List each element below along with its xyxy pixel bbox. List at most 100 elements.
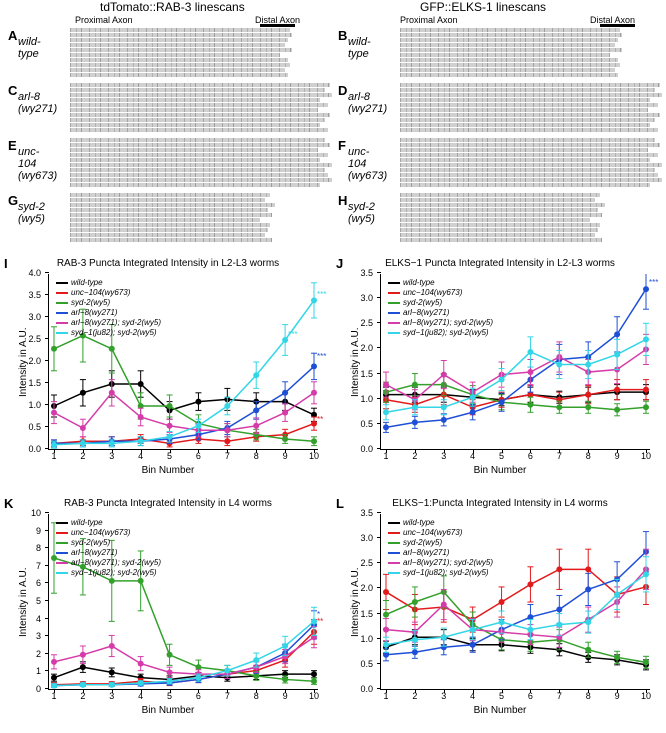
legend-item: wild-type <box>56 518 161 528</box>
linescan-bar <box>400 98 650 102</box>
linescan-bar <box>70 93 332 97</box>
linescan-bar <box>400 183 650 187</box>
linescan-bar <box>70 193 270 197</box>
ytick-label: 5 <box>36 596 41 606</box>
ylabel: Intensity in A.U. <box>18 328 29 397</box>
legend-swatch <box>388 552 400 554</box>
legend-item: syd−1(ju82); syd-2(wy5) <box>56 568 161 578</box>
linescan-bar <box>400 208 598 212</box>
ytick-label: 1.5 <box>28 378 41 388</box>
ytick-label: 2.0 <box>360 583 373 593</box>
legend-swatch <box>56 562 68 564</box>
legend: wild-typeunc−104(wy673)syd-2(wy5)arl−8(w… <box>388 278 493 338</box>
panel-letter: F <box>338 138 346 153</box>
xtick-label: 8 <box>254 691 259 701</box>
xtick-label: 10 <box>309 451 319 461</box>
legend-item: arl−8(wy271); syd-2(wy5) <box>56 558 161 568</box>
linescan-bar <box>400 213 602 217</box>
linescan-header-left: tdTomato::RAB-3 linescans <box>100 0 245 14</box>
scale-bar-left <box>260 24 295 27</box>
xtick-label: 5 <box>167 451 172 461</box>
ytick-label: 1.5 <box>360 609 373 619</box>
xtick-label: 9 <box>615 451 620 461</box>
xtick-label: 2 <box>412 691 417 701</box>
linescan-bar <box>400 128 658 132</box>
ytick-mark <box>45 512 49 513</box>
linescan-bar <box>70 108 318 112</box>
legend-item: unc−104(wy673) <box>388 528 493 538</box>
linescan-bar <box>70 148 318 152</box>
linescan-bar <box>400 173 658 177</box>
linescan-bar <box>70 118 325 122</box>
legend-item: wild-type <box>388 278 493 288</box>
legend-item: syd-2(wy5) <box>56 538 161 548</box>
xtick-label: 4 <box>470 451 475 461</box>
genotype-label: wild-type <box>18 36 41 60</box>
xtick-label: 1 <box>51 691 56 701</box>
linescan-bar <box>400 168 655 172</box>
linescan-bar <box>70 138 325 142</box>
linescan-bar <box>400 68 615 72</box>
legend-swatch <box>56 522 68 524</box>
ytick-label: 0.0 <box>360 444 373 454</box>
xtick-label: 7 <box>557 691 562 701</box>
linescan-bar <box>400 58 618 62</box>
ytick-label: 4.0 <box>28 268 41 278</box>
legend-swatch <box>388 322 400 324</box>
chart-panel-K: KRAB-3 Puncta Integrated Intensity in L4… <box>8 500 328 720</box>
linescan-bar <box>400 218 590 222</box>
linescan-bar <box>70 228 268 232</box>
linescan-bar <box>400 118 655 122</box>
legend-label: syd-2(wy5) <box>403 538 442 548</box>
legend-item: syd−1(ju82); syd-2(wy5) <box>56 328 161 338</box>
ytick-label: 1.0 <box>360 634 373 644</box>
ytick-label: 1.5 <box>360 369 373 379</box>
ytick-label: 0.5 <box>360 419 373 429</box>
linescan-bar <box>70 233 265 237</box>
linescan-bar <box>400 103 658 107</box>
xtick-label: 1 <box>51 451 56 461</box>
ytick-label: 3 <box>36 631 41 641</box>
xtick-label: 5 <box>499 451 504 461</box>
linescan-bar <box>400 203 605 207</box>
linescan-bar <box>400 238 602 242</box>
legend-item: arl−8(wy271); syd-2(wy5) <box>56 318 161 328</box>
linescan-bar <box>400 158 650 162</box>
linescan-bar <box>70 83 330 87</box>
ytick-label: 3.5 <box>360 268 373 278</box>
genotype-label: unc-104(wy673) <box>18 146 57 182</box>
legend-label: unc−104(wy673) <box>403 528 462 538</box>
genotype-label: unc-104(wy673) <box>348 146 387 182</box>
legend-swatch <box>56 572 68 574</box>
legend-swatch <box>388 542 400 544</box>
legend-swatch <box>56 532 68 534</box>
linescan-bar <box>70 198 265 202</box>
legend-item: arl−8(wy271); syd-2(wy5) <box>388 558 493 568</box>
linescan-bar <box>70 173 328 177</box>
legend-item: unc−104(wy673) <box>56 528 161 538</box>
legend-swatch <box>56 292 68 294</box>
legend-swatch <box>388 532 400 534</box>
genotype-label: arl-8(wy271) <box>18 91 57 115</box>
xlabel: Bin Number <box>8 465 328 476</box>
legend-label: arl−8(wy271) <box>403 548 449 558</box>
legend-label: wild-type <box>403 518 435 528</box>
legend-swatch <box>388 522 400 524</box>
xtick-label: 4 <box>138 451 143 461</box>
linescan-bar <box>400 228 598 232</box>
significance-marker: * <box>317 610 320 619</box>
significance-marker: *** <box>317 352 326 361</box>
legend-item: arl−8(wy271) <box>56 548 161 558</box>
xtick-label: 4 <box>138 691 143 701</box>
ylabel: Intensity in A.U. <box>350 568 361 637</box>
legend-swatch <box>56 552 68 554</box>
linescan-bar <box>70 158 320 162</box>
linescan-bar <box>400 73 618 77</box>
significance-marker: *** <box>649 278 658 287</box>
ytick-label: 3.5 <box>28 290 41 300</box>
xtick-label: 1 <box>383 691 388 701</box>
panel-letter: G <box>8 193 18 208</box>
ytick-label: 10 <box>31 508 41 518</box>
ytick-mark <box>45 272 49 273</box>
linescan-bar <box>70 203 275 207</box>
